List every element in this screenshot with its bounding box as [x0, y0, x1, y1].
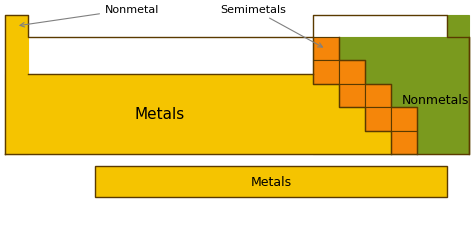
Text: Metals: Metals [250, 175, 292, 188]
Bar [313, 85, 339, 108]
Text: Metals: Metals [135, 107, 185, 122]
Bar [365, 108, 391, 131]
Bar [313, 131, 391, 154]
Bar [365, 85, 391, 108]
Text: Nonmetals: Nonmetals [401, 93, 469, 106]
Bar [313, 38, 469, 154]
Bar [28, 38, 313, 75]
Bar [447, 16, 469, 38]
Bar [339, 85, 365, 108]
Text: Nonmetal: Nonmetal [20, 5, 159, 28]
Text: Semimetals: Semimetals [220, 5, 322, 48]
Bar [391, 131, 417, 154]
Bar [95, 166, 447, 197]
Bar [391, 108, 417, 131]
Bar [339, 61, 365, 85]
Bar [5, 75, 313, 154]
Bar [5, 16, 28, 38]
Bar [313, 61, 339, 85]
Bar [313, 108, 365, 131]
Bar [5, 38, 28, 154]
Bar [313, 38, 339, 61]
